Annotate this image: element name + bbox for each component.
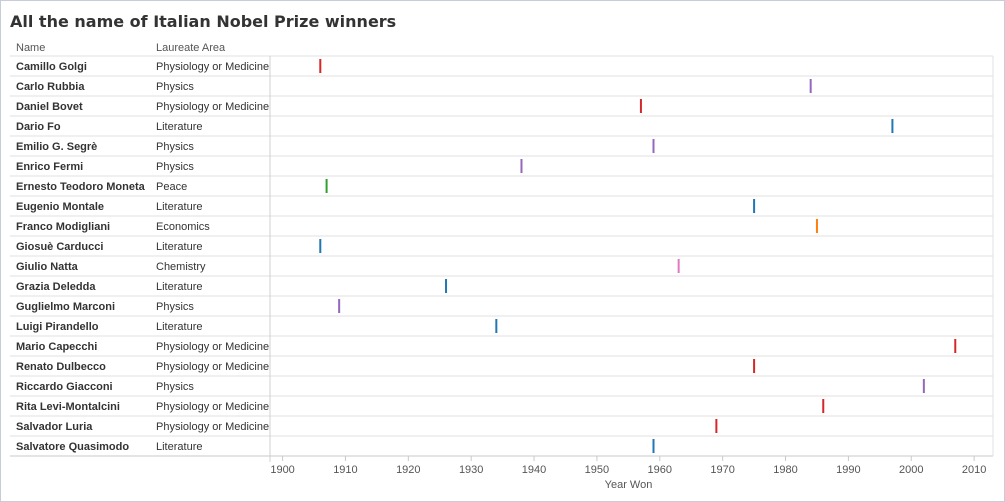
page-title: All the name of Italian Nobel Prize winn… xyxy=(10,12,397,31)
row-name-label: Ernesto Teodoro Moneta xyxy=(16,181,146,193)
row-name-label: Emilio G. Segrè xyxy=(16,141,97,153)
row-name-label: Carlo Rubbia xyxy=(16,81,85,93)
row-name-label: Mario Capecchi xyxy=(16,341,97,353)
table-row[interactable] xyxy=(10,296,993,316)
row-area-label: Physics xyxy=(156,161,194,173)
table-row[interactable] xyxy=(10,276,993,296)
row-name-label: Renato Dulbecco xyxy=(16,361,106,373)
table-row[interactable] xyxy=(10,256,993,276)
row-area-label: Peace xyxy=(156,181,187,193)
x-tick-label: 2000 xyxy=(899,464,923,476)
row-name-label: Giulio Natta xyxy=(16,261,79,273)
table-row[interactable] xyxy=(10,176,993,196)
x-tick-label: 2010 xyxy=(962,464,986,476)
x-tick-label: 1930 xyxy=(459,464,483,476)
row-area-label: Literature xyxy=(156,321,202,333)
x-tick-label: 1910 xyxy=(333,464,357,476)
x-tick-label: 1980 xyxy=(773,464,797,476)
table-row[interactable] xyxy=(10,336,993,356)
table-row[interactable] xyxy=(10,356,993,376)
x-tick-label: 1960 xyxy=(648,464,672,476)
row-area-label: Physiology or Medicine xyxy=(156,421,269,433)
row-area-label: Physics xyxy=(156,381,194,393)
table-row[interactable] xyxy=(10,56,993,76)
x-tick-label: 1950 xyxy=(585,464,609,476)
row-name-label: Camillo Golgi xyxy=(16,61,87,73)
row-name-label: Giosuè Carducci xyxy=(16,241,103,253)
row-name-label: Dario Fo xyxy=(16,121,61,133)
row-name-label: Salvatore Quasimodo xyxy=(16,441,129,453)
row-name-label: Daniel Bovet xyxy=(16,101,83,113)
table-row[interactable] xyxy=(10,396,993,416)
row-area-label: Physiology or Medicine xyxy=(156,61,269,73)
row-area-label: Physiology or Medicine xyxy=(156,361,269,373)
row-name-label: Guglielmo Marconi xyxy=(16,301,115,313)
row-area-label: Economics xyxy=(156,221,210,233)
table-row[interactable] xyxy=(10,436,993,456)
row-name-label: Riccardo Giacconi xyxy=(16,381,113,393)
table-row[interactable] xyxy=(10,196,993,216)
x-tick-label: 1940 xyxy=(522,464,546,476)
row-name-label: Salvador Luria xyxy=(16,421,93,433)
table-row[interactable] xyxy=(10,136,993,156)
x-axis-title: Year Won xyxy=(605,479,653,491)
column-header-name[interactable]: Name xyxy=(16,42,46,54)
table-row[interactable] xyxy=(10,236,993,256)
row-name-label: Grazia Deledda xyxy=(16,281,96,293)
row-area-label: Physics xyxy=(156,301,194,313)
table-row[interactable] xyxy=(10,116,993,136)
x-tick-label: 1920 xyxy=(396,464,420,476)
row-area-label: Chemistry xyxy=(156,261,206,273)
row-area-label: Literature xyxy=(156,201,202,213)
x-tick-label: 1900 xyxy=(270,464,294,476)
table-row[interactable] xyxy=(10,156,993,176)
row-name-label: Luigi Pirandello xyxy=(16,321,99,333)
row-name-label: Franco Modigliani xyxy=(16,221,110,233)
row-area-label: Physiology or Medicine xyxy=(156,401,269,413)
table-row[interactable] xyxy=(10,316,993,336)
row-area-label: Literature xyxy=(156,121,202,133)
table-row[interactable] xyxy=(10,96,993,116)
row-name-label: Rita Levi-Montalcini xyxy=(16,401,120,413)
row-name-label: Enrico Fermi xyxy=(16,161,83,173)
table-row[interactable] xyxy=(10,376,993,396)
row-area-label: Literature xyxy=(156,441,202,453)
table-row[interactable] xyxy=(10,416,993,436)
row-area-label: Physics xyxy=(156,141,194,153)
table-row[interactable] xyxy=(10,216,993,236)
table-row[interactable] xyxy=(10,76,993,96)
row-area-label: Literature xyxy=(156,281,202,293)
row-name-label: Eugenio Montale xyxy=(16,201,104,213)
row-area-label: Physiology or Medicine xyxy=(156,341,269,353)
x-tick-label: 1970 xyxy=(710,464,734,476)
row-area-label: Physiology or Medicine xyxy=(156,101,269,113)
column-header-laureate-area[interactable]: Laureate Area xyxy=(156,42,226,54)
row-area-label: Physics xyxy=(156,81,194,93)
x-tick-label: 1990 xyxy=(836,464,860,476)
row-area-label: Literature xyxy=(156,241,202,253)
